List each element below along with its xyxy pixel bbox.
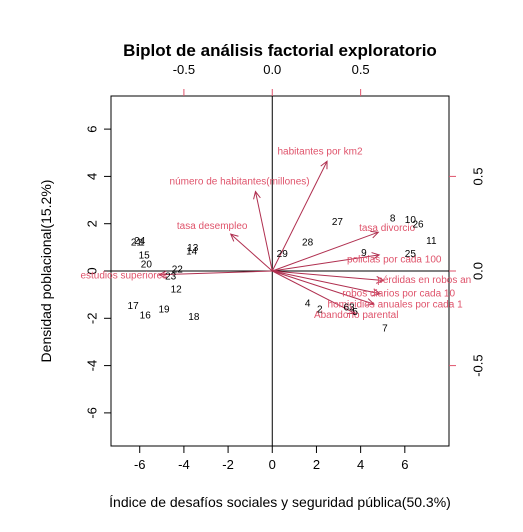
variable-label: estudios superiores [80, 270, 167, 281]
variable-arrows [158, 160, 385, 315]
x-tick-label: -2 [222, 457, 234, 472]
top-tick-label: -0.5 [173, 62, 195, 77]
x-tick-label: 0 [269, 457, 276, 472]
y-axis-label: Densidad poblacional(15.2%) [38, 180, 54, 363]
observation-label: 8 [390, 214, 396, 225]
observation-label: 28 [302, 237, 314, 248]
observation-label: 18 [188, 312, 200, 323]
variable-label: Abandono parental [314, 310, 399, 321]
observation-label: 6 [343, 302, 349, 313]
variable-arrow [229, 233, 273, 272]
observation-label: 20 [141, 260, 153, 271]
observation-label: 5 [352, 307, 358, 318]
variable-arrow [253, 190, 273, 272]
variable-label: tasa desempleo [177, 221, 248, 232]
observation-label: 23 [165, 272, 177, 283]
observation-label: 29 [277, 249, 289, 260]
y-tick-label: 4 [84, 173, 99, 180]
variable-label: homicidios anuales por cada 1 [328, 300, 464, 311]
variable-label: habitantes por km2 [277, 146, 362, 157]
observation-label: 7 [382, 324, 388, 335]
y-tick-label: 6 [84, 125, 99, 132]
y-tick-label: 0 [84, 267, 99, 274]
variable-label: número de habitantes(millones) [170, 177, 310, 188]
observation-label: 13 [187, 243, 199, 254]
observation-label: 4 [305, 299, 311, 310]
observation-label: 26 [413, 220, 425, 231]
y-tick-label: -2 [84, 313, 99, 325]
y-tick-label: -4 [84, 360, 99, 372]
x-tick-label: -4 [178, 457, 190, 472]
right-tick-label: 0.0 [470, 262, 485, 280]
x-tick-label: 6 [401, 457, 408, 472]
y-tick-label: 2 [84, 220, 99, 227]
x-axis-label: Índice de desafíos sociales y seguridad … [109, 494, 451, 510]
variable-label: robos diarios por cada 10 [342, 288, 455, 299]
observation-label: 2 [317, 305, 323, 316]
observation-label: 1 [139, 237, 145, 248]
right-tick-label: 0.5 [470, 167, 485, 185]
variable-arrow [158, 270, 273, 279]
top-tick-label: 0.5 [352, 62, 370, 77]
variable-arrow [272, 270, 357, 315]
observation-label: 25 [405, 249, 417, 260]
variable-labels: habitantes por km2 número de habitantes(m… [80, 146, 471, 321]
observation-label: 16 [140, 311, 152, 322]
top-tick-label: 0.0 [263, 62, 281, 77]
observation-label: 19 [158, 305, 170, 316]
observation-label: 27 [332, 217, 344, 228]
observation-label: 9 [361, 248, 367, 259]
observation-label: 22 [172, 264, 184, 275]
observation-label: 15 [139, 250, 151, 261]
variable-label: tasa divorcio [359, 223, 416, 234]
observation-labels: 12 34567891011121314151617181920212223242… [128, 214, 437, 335]
x-tick-label: -6 [134, 457, 146, 472]
observation-label: 3 [349, 302, 355, 313]
variable-arrow [272, 270, 375, 306]
variable-axes: -0.5 0.0 0.5 -0.5 0.0 0.5 [173, 62, 486, 377]
observation-label: 11 [426, 236, 437, 247]
x-tick-label: 2 [313, 457, 320, 472]
y-tick-label: -6 [84, 407, 99, 419]
variable-arrow [272, 252, 381, 272]
variable-label: pérdidas en robos an [377, 275, 471, 286]
variable-arrow [272, 270, 382, 297]
right-tick-label: -0.5 [470, 354, 485, 376]
observation-label: 14 [186, 247, 198, 258]
observation-label: 21 [131, 237, 143, 248]
observation-label: 12 [171, 285, 183, 296]
observation-label: 17 [128, 301, 140, 312]
variable-arrow [271, 160, 328, 272]
variable-arrow [272, 230, 380, 272]
chart-title: Biplot de análisis factorial exploratori… [123, 41, 437, 60]
variable-arrow [272, 270, 385, 284]
observation-label: 10 [405, 215, 417, 226]
x-tick-label: 4 [357, 457, 364, 472]
observation-label: 24 [134, 236, 146, 247]
variable-label: policias por cada 100 [347, 254, 442, 265]
